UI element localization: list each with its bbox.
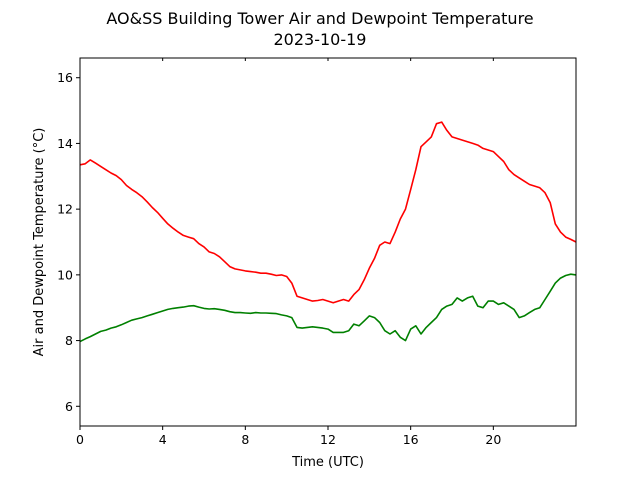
x-tick-label-8: 8	[241, 432, 249, 447]
chart-title: AO&SS Building Tower Air and Dewpoint Te…	[106, 9, 533, 28]
y-tick-label-14: 14	[57, 136, 73, 151]
chart-subtitle: 2023-10-19	[274, 30, 367, 49]
x-tick-label-4: 4	[159, 432, 167, 447]
x-tick-label-16: 16	[403, 432, 419, 447]
y-axis-label: Air and Dewpoint Temperature (°C)	[32, 128, 47, 357]
series-line-0	[79, 121, 577, 304]
plot-frame	[79, 57, 577, 427]
y-tick-label-12: 12	[57, 202, 73, 217]
x-tick-label-12: 12	[320, 432, 336, 447]
x-tick-label-0: 0	[76, 432, 84, 447]
y-tick-label-16: 16	[57, 70, 73, 85]
y-tick-label-10: 10	[57, 267, 73, 282]
y-tick-label-8: 8	[65, 333, 73, 348]
x-axis-label: Time (UTC)	[291, 455, 364, 470]
series-line-1	[79, 273, 577, 343]
y-tick-label-6: 6	[65, 399, 73, 414]
ticks-layer: 0 4 8 12 16 20 6 8 10 12 14 16	[57, 58, 501, 447]
x-tick-label-20: 20	[485, 432, 501, 447]
series-layer	[79, 121, 577, 343]
